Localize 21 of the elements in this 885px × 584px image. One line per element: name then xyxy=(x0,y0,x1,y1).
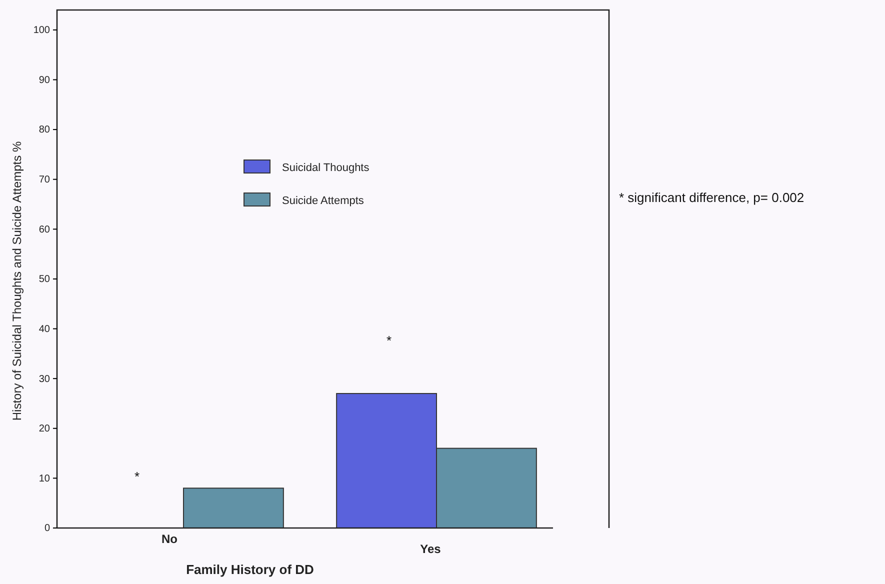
annotation: * xyxy=(386,333,392,348)
y-tick-label: 40 xyxy=(38,324,50,335)
legend-label: Suicidal Thoughts xyxy=(282,162,370,174)
annotation: * xyxy=(134,469,140,484)
y-tick-label: 70 xyxy=(38,174,50,186)
y-tick-label: 30 xyxy=(38,374,50,385)
text: * significant difference, p= 0.002 xyxy=(619,190,804,205)
y-tick-label: 100 xyxy=(33,25,50,36)
y-tick-label: 90 xyxy=(38,74,50,86)
y-tick-label: 50 xyxy=(38,274,50,286)
y-tick-label: 0 xyxy=(44,523,50,534)
y-tick-label: 20 xyxy=(38,424,50,435)
y-axis-title: History of Suicidal Thoughts and Suicide Attempts % xyxy=(10,141,24,421)
x-axis-title: Family History of DD xyxy=(186,562,314,577)
legend-label: Suicide Attempts xyxy=(282,195,364,207)
y-tick-label: 10 xyxy=(38,473,50,484)
y-tick-label: 80 xyxy=(38,124,50,136)
y-tick-label: 60 xyxy=(38,224,50,236)
x-tick-label: No xyxy=(162,532,178,546)
bar xyxy=(183,488,284,528)
x-tick-label: Yes xyxy=(420,542,442,556)
